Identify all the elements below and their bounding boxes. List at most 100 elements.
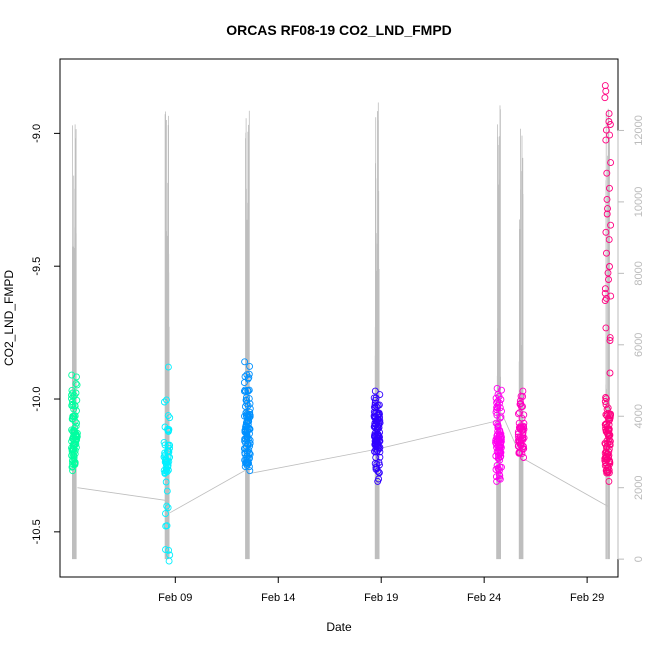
data-point — [164, 463, 172, 471]
data-point — [374, 425, 382, 433]
altitude-profile — [496, 105, 501, 560]
data-point — [602, 424, 610, 432]
y-right-tick-label: 2000 — [633, 475, 645, 499]
x-tick-label: Feb 09 — [158, 592, 192, 604]
data-point — [606, 337, 614, 344]
data-point — [246, 362, 254, 370]
data-point — [606, 457, 613, 465]
y-tick-label: -9.0 — [31, 124, 43, 143]
data-point — [606, 263, 613, 270]
data-point — [601, 94, 609, 102]
data-point — [601, 285, 609, 293]
data-point — [245, 455, 253, 463]
y-tick-label: -10.0 — [31, 386, 43, 411]
data-point — [496, 414, 504, 422]
data-point — [163, 502, 171, 510]
data-point — [70, 433, 78, 441]
data-point — [243, 397, 251, 405]
data-point — [68, 415, 76, 423]
data-point — [604, 205, 611, 213]
data-point — [602, 394, 610, 401]
data-point — [603, 210, 611, 218]
data-point — [606, 131, 614, 139]
altitude-trace-rf11 — [374, 102, 380, 560]
data-point — [244, 417, 252, 425]
transit-line — [380, 420, 499, 449]
data-point — [68, 402, 76, 409]
points-rf09 — [160, 363, 174, 565]
data-point — [69, 393, 77, 401]
data-point — [68, 398, 76, 406]
data-point — [68, 386, 76, 394]
data-point — [604, 269, 612, 277]
transit-line — [77, 487, 168, 501]
data-point — [492, 394, 500, 402]
x-tick-label: Feb 29 — [570, 592, 604, 604]
y-right-tick-label: 12000 — [633, 115, 645, 146]
data-point — [246, 450, 254, 458]
data-point — [516, 409, 523, 417]
data-point — [243, 432, 251, 440]
data-point — [497, 396, 505, 403]
data-point — [498, 386, 505, 394]
data-point — [607, 221, 615, 229]
data-point — [601, 289, 609, 297]
data-point — [72, 443, 80, 451]
data-point — [245, 386, 253, 394]
data-point — [241, 358, 249, 366]
data-point — [603, 249, 610, 257]
points-rf11 — [370, 387, 384, 485]
x-tick-label: Feb 14 — [261, 592, 295, 604]
data-point — [375, 445, 383, 453]
data-point — [607, 292, 615, 300]
y-right-tick-label: 4000 — [633, 404, 645, 428]
data-point — [515, 438, 523, 446]
x-tick-label: Feb 19 — [364, 592, 398, 604]
data-point — [605, 110, 613, 118]
data-point — [243, 461, 251, 469]
y-tick-label: -9.5 — [31, 257, 43, 276]
altitude-profile — [245, 110, 250, 560]
data-point — [495, 467, 503, 475]
data-point — [607, 159, 615, 167]
altitude-profile — [164, 111, 170, 560]
data-point — [516, 441, 524, 449]
data-point — [374, 421, 382, 429]
data-point — [605, 425, 613, 433]
data-point — [605, 469, 613, 477]
data-point — [602, 324, 610, 332]
data-point — [164, 412, 172, 420]
points-rf10 — [240, 358, 254, 475]
data-point — [602, 87, 610, 95]
data-point — [602, 294, 610, 302]
x-tick-label: Feb 24 — [467, 592, 501, 604]
data-point — [519, 442, 527, 450]
chart-title: ORCAS RF08-19 CO2_LND_FMPD — [226, 22, 452, 38]
data-point — [165, 546, 173, 554]
data-point — [498, 463, 505, 471]
data-point — [514, 410, 522, 418]
data-point — [246, 405, 254, 413]
data-point — [373, 434, 381, 442]
data-point — [372, 463, 380, 471]
data-point — [603, 195, 611, 203]
data-point — [371, 399, 379, 407]
data-point — [68, 391, 75, 399]
data-point — [494, 391, 502, 398]
altitude-trace-rf10 — [245, 110, 250, 560]
points-rf08 — [68, 371, 81, 475]
data-point — [371, 414, 379, 422]
data-point — [71, 424, 79, 432]
data-point — [520, 423, 528, 431]
data-point — [72, 440, 80, 448]
data-point — [517, 400, 524, 407]
data-point — [374, 467, 382, 475]
data-point — [496, 399, 503, 407]
data-point — [242, 394, 250, 401]
data-point — [164, 441, 172, 449]
data-point — [517, 440, 525, 448]
data-point — [375, 469, 383, 477]
altitude-series — [72, 102, 610, 560]
data-point — [164, 466, 172, 474]
